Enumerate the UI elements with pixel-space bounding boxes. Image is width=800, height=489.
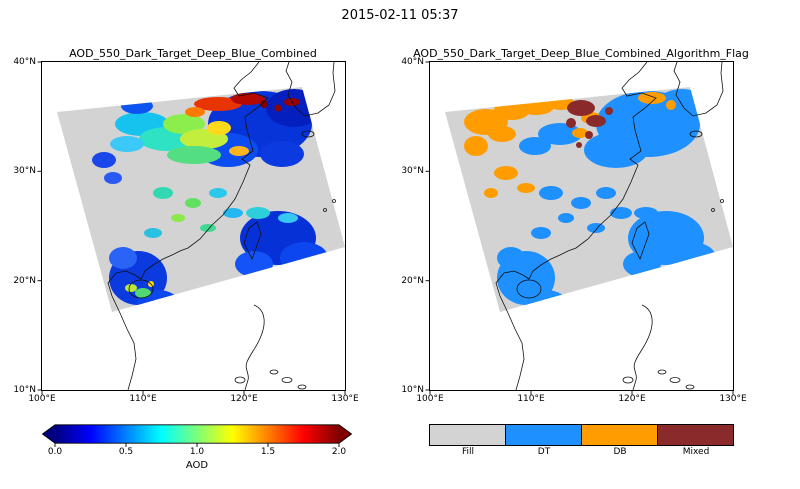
x-tick-label: 120°E: [230, 394, 258, 404]
x-tick-label: 110°E: [517, 394, 545, 404]
colorbar-gradient: [55, 424, 339, 444]
flag-colorbar: [429, 424, 734, 446]
colorbar-over-arrow: [339, 424, 352, 444]
flag-category-label: Fill: [461, 447, 475, 457]
y-tick-label: 20°N: [13, 276, 36, 286]
y-tick-label: 20°N: [401, 276, 424, 286]
flag-segment-mixed: [657, 425, 733, 445]
flag-segment-fill: [430, 425, 505, 445]
flag-segment-db: [581, 425, 657, 445]
x-tick-label: 130°E: [719, 394, 747, 404]
flag-category-label: DT: [537, 447, 551, 457]
x-tick-label: 130°E: [331, 394, 359, 404]
colorbar-under-arrow: [42, 424, 55, 444]
y-tick-label: 30°N: [13, 166, 36, 176]
flag-category-label: DB: [613, 447, 627, 457]
x-tick-label: 100°E: [416, 394, 444, 404]
colorbar-tick-label: 2.0: [331, 447, 347, 457]
aod-colorbar: [41, 424, 353, 447]
y-tick-label: 40°N: [401, 57, 424, 67]
figure-title: 2015-02-11 05:37: [341, 8, 459, 23]
x-tick-label: 120°E: [618, 394, 646, 404]
y-tick-label: 30°N: [401, 166, 424, 176]
axis-ticks: [425, 61, 734, 395]
x-tick-label: 110°E: [129, 394, 157, 404]
colorbar-tick-label: 1.0: [189, 447, 205, 457]
colorbar-tick-label: 0.5: [118, 447, 134, 457]
axis-ticks: [37, 61, 346, 395]
flag-map-svg: [425, 61, 734, 395]
colorbar-tick-label: 0.0: [47, 447, 63, 457]
colorbar-axis-label: AOD: [185, 460, 209, 471]
aod-map-svg: [37, 61, 346, 395]
map-panel-flag: [425, 61, 734, 395]
panel-title-aod: AOD_550_Dark_Target_Deep_Blue_Combined: [69, 47, 317, 60]
y-tick-label: 40°N: [13, 57, 36, 67]
y-tick-label: 10°N: [13, 385, 36, 395]
flag-segment-dt: [505, 425, 581, 445]
flag-category-label: Mixed: [682, 447, 710, 457]
x-tick-label: 100°E: [28, 394, 56, 404]
map-panel-aod: [37, 61, 346, 395]
y-tick-label: 10°N: [401, 385, 424, 395]
panel-title-flag: AOD_550_Dark_Target_Deep_Blue_Combined_A…: [413, 47, 749, 60]
colorbar-ticks: [54, 443, 340, 447]
colorbar-tick-label: 1.5: [260, 447, 276, 457]
